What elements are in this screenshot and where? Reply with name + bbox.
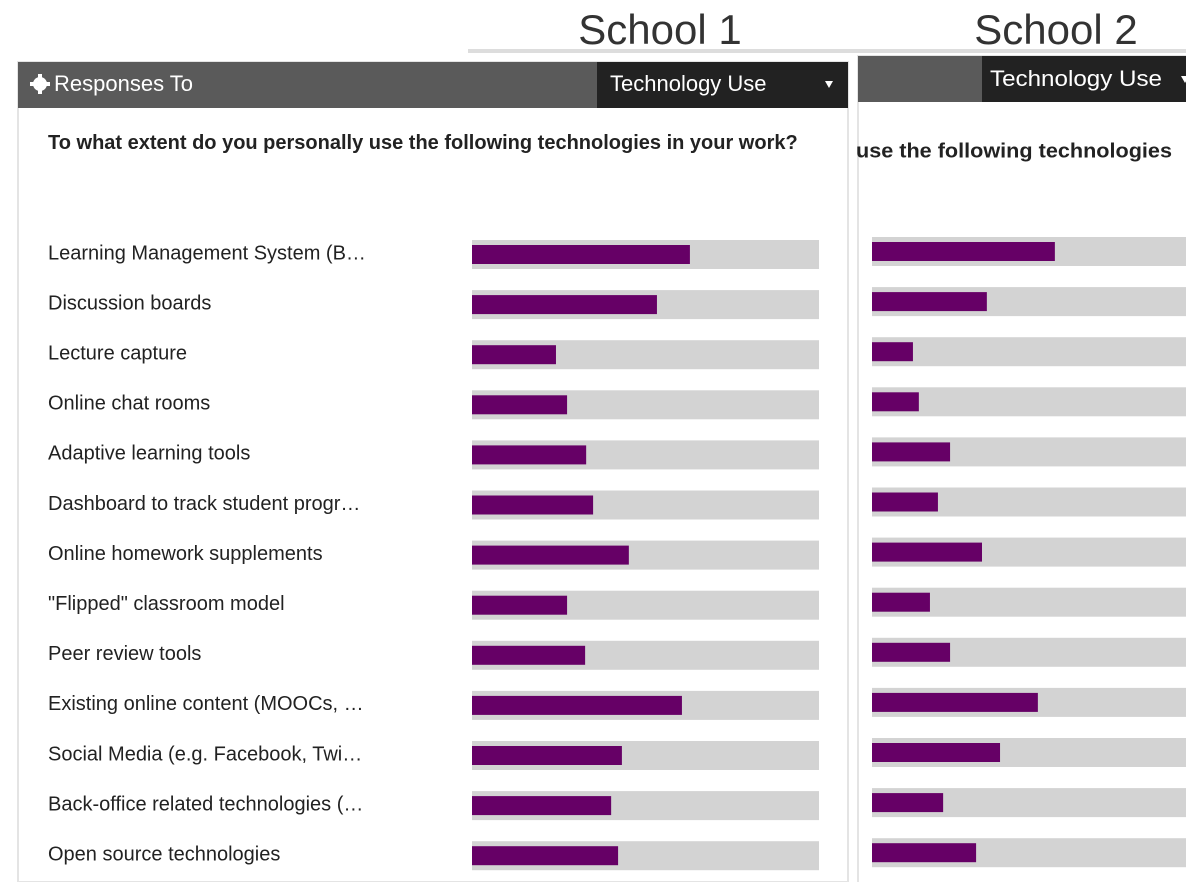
question: To what extent do you personally use the… — [48, 132, 798, 154]
bar-track — [872, 387, 1186, 417]
bar — [872, 442, 951, 462]
chart-title: School 1 — [578, 6, 741, 53]
bar — [472, 445, 587, 465]
category-label: Adaptive learning tools — [48, 443, 250, 465]
bar — [472, 695, 682, 715]
category-label: Dashboard to track student progr… — [48, 493, 360, 515]
bar — [472, 295, 657, 315]
category-label: Open source technologies — [48, 843, 280, 865]
dropdown-arrow[interactable] — [1181, 76, 1186, 83]
bar — [872, 592, 930, 612]
category-label: Discussion boards — [48, 292, 211, 314]
chart-title: School 2 — [974, 6, 1137, 53]
category-label: Back-office related technologies (… — [48, 793, 363, 815]
bar — [872, 743, 1001, 762]
dropdown[interactable] — [982, 56, 1186, 102]
bar — [872, 342, 913, 362]
panel-label: Responses To — [54, 71, 193, 96]
bar — [872, 542, 982, 562]
bar — [872, 392, 919, 412]
category-label: Peer review tools — [48, 643, 201, 665]
bar — [872, 843, 977, 863]
category-label: Online homework supplements — [48, 543, 323, 565]
dropdown-label[interactable]: Technology Use — [990, 66, 1162, 91]
question-box: To what extent do you personally use the… — [48, 132, 798, 154]
bar — [472, 345, 556, 365]
bar — [472, 796, 612, 816]
dropdown[interactable] — [597, 62, 848, 108]
bar — [472, 395, 568, 415]
bar — [472, 846, 619, 866]
bar — [472, 245, 690, 264]
bar — [872, 793, 944, 813]
bar — [872, 492, 938, 512]
bar — [872, 292, 987, 312]
bar-track — [872, 337, 1186, 367]
bar — [472, 545, 629, 565]
bar — [872, 692, 1038, 712]
bar — [472, 495, 594, 515]
category-label: Lecture capture — [48, 342, 187, 364]
bar — [472, 746, 622, 765]
gear-icon — [30, 74, 50, 94]
category-label: Learning Management System (B… — [48, 242, 366, 264]
category-label: "Flipped" classroom model — [48, 593, 285, 615]
bar — [872, 242, 1055, 261]
question: use the following technologies — [856, 140, 1172, 162]
panel-2: Technology Use use the following technol… — [856, 55, 1186, 882]
dropdown-arrow[interactable] — [825, 81, 833, 88]
bar — [472, 645, 586, 665]
category-label: Online chat rooms — [48, 393, 210, 415]
bar — [472, 595, 568, 615]
category-label: Social Media (e.g. Facebook, Twi… — [48, 743, 362, 765]
category-label: Existing online content (MOOCs, … — [48, 693, 364, 715]
bar — [872, 642, 951, 662]
dropdown-label[interactable]: Technology Use — [610, 71, 767, 96]
